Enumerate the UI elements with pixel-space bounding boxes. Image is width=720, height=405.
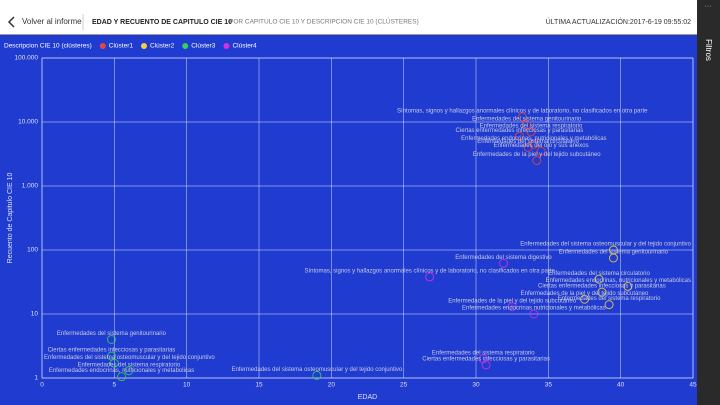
data-label: Enfermedades del sistema respiratorio <box>558 296 661 302</box>
data-point <box>522 120 532 130</box>
legend-title: Descripcion CIE 10 (clústeres) <box>4 43 92 50</box>
legend-label: Clúster3 <box>191 43 216 50</box>
filter-pane-label[interactable]: Filtros <box>704 39 713 61</box>
data-point <box>481 360 491 370</box>
data-point <box>523 142 533 152</box>
y-tick-label: 100.000 <box>15 55 39 62</box>
data-point <box>312 370 322 380</box>
data-point <box>514 131 524 141</box>
data-label: Enfermedades del sistema osteomuscular y… <box>44 355 215 361</box>
x-tick-label: 45 <box>689 382 697 389</box>
legend-label: Clúster2 <box>150 43 175 50</box>
data-label: Enfermedades de la piel y del tejido sub… <box>521 291 649 297</box>
legend-swatch <box>141 43 147 49</box>
data-point <box>507 302 517 312</box>
data-point <box>478 354 488 364</box>
y-tick-label: 100 <box>27 247 38 254</box>
back-icon[interactable] <box>7 16 15 28</box>
data-label: Enfermedades del sistema respiratorio <box>432 350 535 356</box>
data-point <box>124 366 134 376</box>
x-tick-label: 20 <box>328 382 336 389</box>
data-point <box>623 281 633 291</box>
data-point <box>117 372 127 382</box>
legend-label: Clúster4 <box>232 43 257 50</box>
data-label: Síntomas, signos y hallazgos anormales c… <box>397 109 648 115</box>
data-point <box>106 334 116 344</box>
data-point <box>597 287 607 297</box>
data-point <box>594 274 604 284</box>
y-tick-label: 10.000 <box>18 119 38 126</box>
data-label: Enfermedades endocrinas, nutricionales y… <box>461 136 606 142</box>
data-label: Enfermedades del sistema genitourinario <box>559 250 669 256</box>
data-label: Enfermedades endocrinas, nutricionales y… <box>546 278 691 284</box>
data-label: Síntomas, signos y hallazgos anormales c… <box>304 268 555 274</box>
x-tick-label: 0 <box>40 382 44 389</box>
data-point <box>498 258 508 268</box>
data-label: Ciertas enfermedades infecciosas y paras… <box>538 284 666 290</box>
data-point <box>608 253 618 263</box>
data-point <box>604 300 614 310</box>
data-label: Enfermedades del sistema respiratorio <box>77 362 180 368</box>
legend-swatch <box>223 43 230 49</box>
x-tick-label: 10 <box>183 382 191 389</box>
data-label: Enfermedades de la piel y del tejido sub… <box>448 298 576 304</box>
y-tick-label: 10 <box>31 311 39 318</box>
data-label: Ciertas enfermedades infecciosas y paras… <box>48 348 176 354</box>
data-label: Enfermedades del sistema circulatorio <box>477 139 579 145</box>
data-label: Enfermedades endocrinas, nutricionales y… <box>49 368 194 374</box>
data-label: Enfermedades del sistema genitourinario <box>472 117 582 123</box>
data-label: Enfermedades del sistema osteomuscular y… <box>231 367 402 373</box>
data-point <box>536 146 546 156</box>
x-tick-label: 30 <box>472 382 480 389</box>
back-button[interactable]: Volver al informe <box>22 17 82 26</box>
x-tick-label: 5 <box>113 382 117 389</box>
x-tick-label: 15 <box>255 382 263 389</box>
data-point <box>517 112 527 122</box>
data-point <box>526 127 536 137</box>
x-tick-label: 35 <box>545 382 553 389</box>
y-axis-title: Recuento de Capitulo CIE 10 <box>7 173 14 264</box>
data-point <box>580 294 589 304</box>
x-tick-label: 25 <box>400 382 408 389</box>
data-label: Enfermedades del sistema circulatorio <box>548 271 650 277</box>
last-update: ÚLTIMA ACTUALIZACIÓN:2017-6-19 09:55:02 <box>546 17 691 26</box>
data-point <box>109 358 119 368</box>
legend-label: Clúster1 <box>109 43 134 50</box>
legend-swatch <box>182 43 189 49</box>
data-point <box>529 309 539 319</box>
data-label: Enfermedades del sistema osteomuscular y… <box>520 242 691 248</box>
data-point <box>532 156 542 166</box>
data-label: Enfermedades del sistema genitourinario <box>57 331 167 337</box>
more-options[interactable]: ··· <box>705 3 712 10</box>
data-label: Enfermedades endocrinas nutricionales y … <box>462 306 606 312</box>
data-label: Enfermedades del sistema digestivo <box>455 255 552 261</box>
data-point <box>425 272 435 282</box>
x-axis-title: EDAD <box>358 394 377 401</box>
data-label: Enfermedades del sistema respiratorio <box>480 123 583 129</box>
legend-swatch <box>99 43 106 49</box>
y-tick-label: 1 <box>34 375 38 382</box>
data-label: Ciertas enfermedades infecciosas y paras… <box>422 357 550 363</box>
data-label: Ciertas enfermedades infecciosas y paras… <box>456 128 584 134</box>
x-tick-label: 40 <box>617 382 625 389</box>
data-label: Enfermedades de la piel y del tejido sub… <box>473 152 601 158</box>
page-subtitle: POR CAPITULO CIE 10 Y DESCRIPCION CIE 10… <box>229 17 419 26</box>
data-label: Enfermedades del ojo y sus anexos <box>494 143 589 149</box>
y-tick-label: 1.000 <box>22 183 39 190</box>
filter-pane[interactable] <box>697 0 720 405</box>
page-title: EDAD Y RECUENTO DE CAPITULO CIE 10 <box>92 19 232 26</box>
chart-area <box>0 35 697 405</box>
